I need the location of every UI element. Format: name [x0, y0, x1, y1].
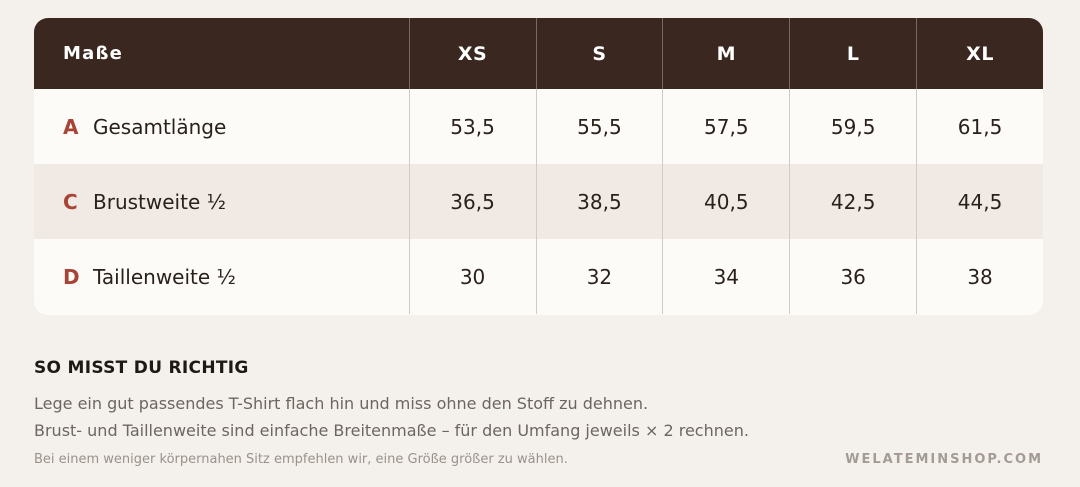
header-size-m: M	[716, 42, 737, 65]
size-chart-table: Maße XS S M L XL A Gesamtlänge 53,5 55,5…	[34, 18, 1043, 315]
header-cell-xs: XS	[408, 18, 536, 89]
table-row-brustweite: C Brustweite ½ 36,5 38,5 40,5 42,5 44,5	[34, 164, 1043, 239]
measuring-instruction-1: Lege ein gut passendes T-Shirt flach hin…	[34, 394, 649, 413]
header-size-s: S	[592, 42, 607, 65]
fit-recommendation-note: Bei einem weniger körpernahen Sitz empfe…	[34, 452, 568, 467]
table-cell: 55,5	[535, 89, 663, 164]
table-cell: 34	[662, 239, 789, 314]
table-cell: 53,5	[408, 89, 536, 164]
table-row-gesamtlaenge: A Gesamtlänge 53,5 55,5 57,5 59,5 61,5	[34, 89, 1043, 164]
header-cell-l: L	[789, 18, 916, 89]
header-cell-measure: Maße	[34, 18, 409, 89]
header-cell-xl: XL	[916, 18, 1043, 89]
header-size-xs: XS	[457, 42, 488, 65]
table-cell: 38,5	[535, 164, 663, 239]
shop-brand-url: WELATEMINSHOP.COM	[845, 452, 1043, 467]
header-size-xl: XL	[966, 42, 994, 65]
table-row-taillenweite: D Taillenweite ½ 30 32 34 36 38	[34, 239, 1043, 314]
measure-name: Gesamtlänge	[93, 114, 227, 139]
measuring-guide-title: SO MISST DU RICHTIG	[34, 358, 249, 378]
cell-value: 30	[459, 264, 486, 289]
cell-value: 40,5	[704, 189, 749, 214]
table-cell: 40,5	[662, 164, 789, 239]
measure-letter: A	[63, 114, 79, 139]
row-label-cell: A Gesamtlänge	[34, 89, 409, 164]
table-cell: 38	[916, 239, 1043, 314]
header-size-l: L	[846, 42, 860, 65]
table-cell: 36	[789, 239, 916, 314]
cell-value: 44,5	[957, 189, 1003, 214]
cell-value: 36,5	[450, 189, 495, 214]
table-cell: 57,5	[662, 89, 789, 164]
table-cell: 42,5	[789, 164, 916, 239]
cell-value: 36	[840, 264, 866, 289]
measure-name: Brustweite ½	[93, 189, 226, 214]
cell-value: 59,5	[830, 114, 876, 139]
measuring-instruction-2: Brust- und Taillenweite sind einfache Br…	[34, 421, 749, 440]
table-cell: 44,5	[916, 164, 1043, 239]
cell-value: 42,5	[830, 189, 876, 214]
cell-value: 38	[967, 264, 993, 289]
header-measure-label: Maße	[63, 43, 124, 64]
cell-value: 53,5	[450, 114, 495, 139]
cell-value: 55,5	[577, 114, 622, 139]
cell-value: 57,5	[704, 114, 749, 139]
measure-name: Taillenweite ½	[93, 264, 236, 289]
measure-letter: D	[63, 264, 80, 289]
row-label-cell: C Brustweite ½	[34, 164, 409, 239]
header-cell-s: S	[535, 18, 663, 89]
cell-value: 34	[713, 264, 740, 289]
table-cell: 30	[408, 239, 536, 314]
table-cell: 59,5	[789, 89, 916, 164]
cell-value: 61,5	[957, 114, 1003, 139]
header-cell-m: M	[662, 18, 789, 89]
table-cell: 36,5	[408, 164, 536, 239]
table-cell: 32	[535, 239, 663, 314]
table-header-row: Maße XS S M L XL	[34, 18, 1043, 89]
table-cell: 61,5	[916, 89, 1043, 164]
row-label-cell: D Taillenweite ½	[34, 239, 409, 314]
cell-value: 38,5	[577, 189, 622, 214]
measure-letter: C	[63, 189, 78, 214]
cell-value: 32	[586, 264, 613, 289]
